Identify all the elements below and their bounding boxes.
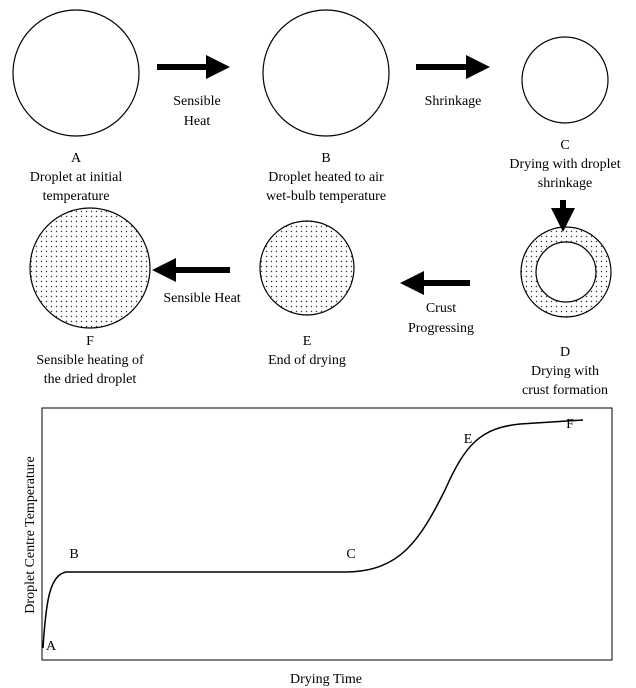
arrow-label: Shrinkage — [425, 94, 482, 109]
point-label: E — [464, 432, 473, 447]
point-label: B — [69, 547, 78, 562]
stage-letter: D — [560, 345, 570, 360]
stage-caption: End of drying — [268, 353, 346, 368]
arrow-label: Heat — [184, 114, 211, 129]
point-label: C — [346, 547, 355, 562]
droplet-b — [263, 10, 389, 136]
stage-letter: C — [560, 138, 569, 153]
plot-frame — [42, 408, 612, 660]
y-axis-label: Droplet Centre Temperature — [23, 456, 38, 613]
stage-letter: B — [321, 151, 330, 166]
droplet-c — [522, 37, 608, 123]
temperature-curve — [43, 420, 583, 648]
stage-caption: Droplet heated to air — [268, 170, 384, 185]
stage-caption: the dried droplet — [44, 372, 137, 387]
point-label: F — [566, 417, 574, 432]
droplet-a — [13, 10, 139, 136]
stage-letter: F — [86, 334, 94, 349]
droplet-f — [30, 208, 150, 328]
arrow-label: Crust — [426, 301, 456, 316]
stage-caption: Sensible heating of — [36, 353, 144, 368]
stage-letter: A — [71, 151, 82, 166]
page: A Droplet at initial temperature B Droplet h… — [0, 0, 636, 688]
x-axis-label: Drying Time — [290, 672, 362, 687]
arrow-label: Sensible Heat — [163, 291, 240, 306]
stage-letter: E — [303, 334, 312, 349]
stage-caption: Drying with droplet — [509, 157, 620, 172]
droplet-d-core — [536, 242, 596, 302]
diagram: A Droplet at initial temperature B Droplet h… — [0, 0, 636, 688]
droplet-e — [260, 221, 354, 315]
arrow-label: Sensible — [173, 94, 220, 109]
stage-caption: Droplet at initial — [30, 170, 123, 185]
stage-caption: shrinkage — [538, 176, 592, 191]
stage-caption: crust formation — [522, 383, 608, 398]
stage-caption: temperature — [43, 189, 110, 204]
stage-caption: wet-bulb temperature — [266, 189, 386, 204]
point-label: A — [46, 639, 57, 654]
stage-caption: Drying with — [531, 364, 599, 379]
arrow-label: Progressing — [408, 321, 474, 336]
